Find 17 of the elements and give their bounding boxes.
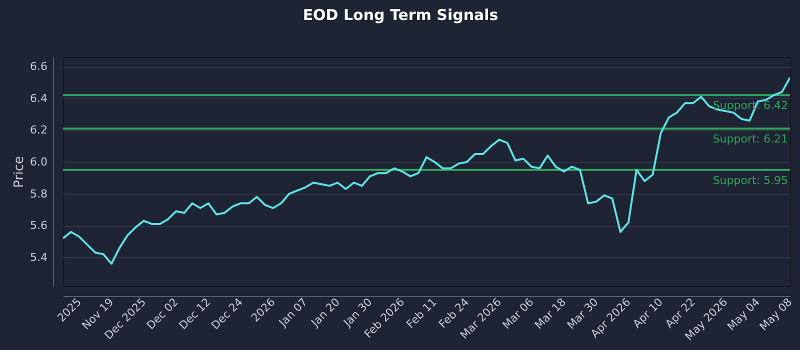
x-tick-label: Dec 24 <box>208 296 246 332</box>
y-axis-title: Price <box>12 156 28 188</box>
y-tick-label: 5.8 <box>30 187 48 200</box>
y-tick-label: 6.0 <box>30 155 48 168</box>
y-tick-label: 5.4 <box>30 250 48 264</box>
x-tick-label: Jan 07 <box>276 296 310 330</box>
line-series <box>63 76 790 265</box>
x-tick-label: Apr 10 <box>630 296 666 331</box>
x-tick-label: Feb 11 <box>404 296 440 331</box>
chart-title: EOD Long Term Signals <box>302 6 498 24</box>
y-tick-label: 6.2 <box>30 124 48 137</box>
x-tick-label: Jan 20 <box>308 296 342 330</box>
y-tick-label: 5.6 <box>30 219 48 232</box>
y-tick-label: 6.4 <box>30 92 48 105</box>
y-tick-label: 6.6 <box>30 60 48 74</box>
ref-line-label: Support: 6.21 <box>712 132 788 146</box>
ref-line-label: Support: 5.95 <box>712 174 788 187</box>
